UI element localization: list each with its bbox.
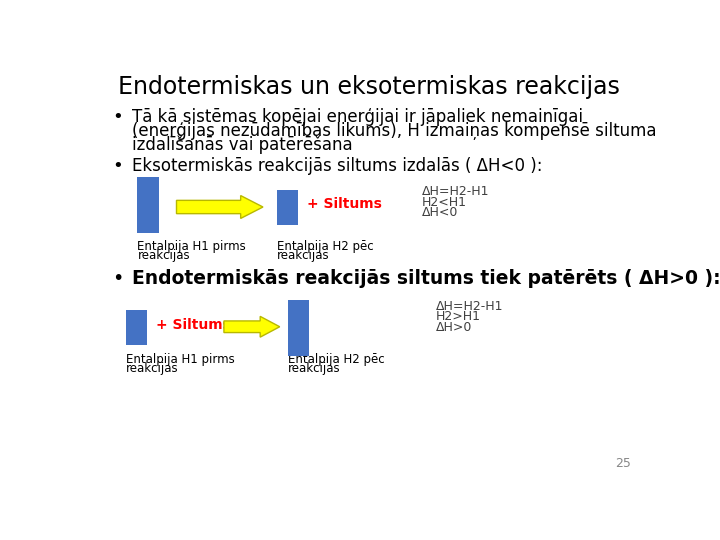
Text: Endotermiskās reakcijās siltums tiek patērēts ( ΔH>0 ):: Endotermiskās reakcijās siltums tiek pat…	[132, 268, 720, 287]
Text: ΔH>0: ΔH>0	[436, 321, 472, 334]
Text: (enerģijas nezūdamības likums), H izmaiņas kompensē siltuma: (enerģijas nezūdamības likums), H izmaiņ…	[132, 122, 657, 140]
FancyArrow shape	[224, 316, 279, 337]
Text: Entalpija H1 pirms: Entalpija H1 pirms	[126, 353, 235, 366]
Bar	[126, 310, 148, 346]
Bar	[288, 300, 310, 356]
Text: + Siltums: + Siltums	[307, 197, 382, 211]
Text: •: •	[112, 109, 123, 126]
Text: izdalīšanās vai patērēšana: izdalīšanās vai patērēšana	[132, 136, 353, 154]
Bar	[277, 190, 298, 225]
Text: •: •	[112, 157, 123, 175]
FancyArrow shape	[176, 195, 263, 219]
Text: + Siltums: + Siltums	[156, 318, 230, 332]
Text: ΔH=H2-H1: ΔH=H2-H1	[436, 300, 503, 313]
Text: Endotermiskas un eksotermiskas reakcijas: Endotermiskas un eksotermiskas reakcijas	[118, 75, 620, 99]
Bar	[138, 177, 158, 233]
Text: Entalpija H1 pirms: Entalpija H1 pirms	[138, 240, 246, 253]
Text: 25: 25	[616, 457, 631, 470]
Text: ΔH<0: ΔH<0	[422, 206, 459, 219]
Text: Entalpija H2 pēc: Entalpija H2 pēc	[288, 353, 384, 366]
Text: reakcijas: reakcijas	[126, 362, 179, 375]
Text: reakcijas: reakcijas	[288, 362, 341, 375]
Text: reakcijas: reakcijas	[277, 249, 330, 262]
Text: Entalpija H2 pēc: Entalpija H2 pēc	[277, 240, 374, 253]
Text: Eksotermiskās reakcijās siltums izdalās ( ΔH<0 ):: Eksotermiskās reakcijās siltums izdalās …	[132, 157, 542, 175]
Text: Tā kā sistēmas kopējai enerģijai ir jāpaliek nemainīgai: Tā kā sistēmas kopējai enerģijai ir jāpa…	[132, 109, 583, 126]
Text: H2<H1: H2<H1	[422, 196, 467, 209]
Text: reakcijas: reakcijas	[138, 249, 190, 262]
Text: •: •	[112, 268, 124, 287]
Text: H2>H1: H2>H1	[436, 310, 481, 323]
Text: ΔH=H2-H1: ΔH=H2-H1	[422, 185, 490, 198]
